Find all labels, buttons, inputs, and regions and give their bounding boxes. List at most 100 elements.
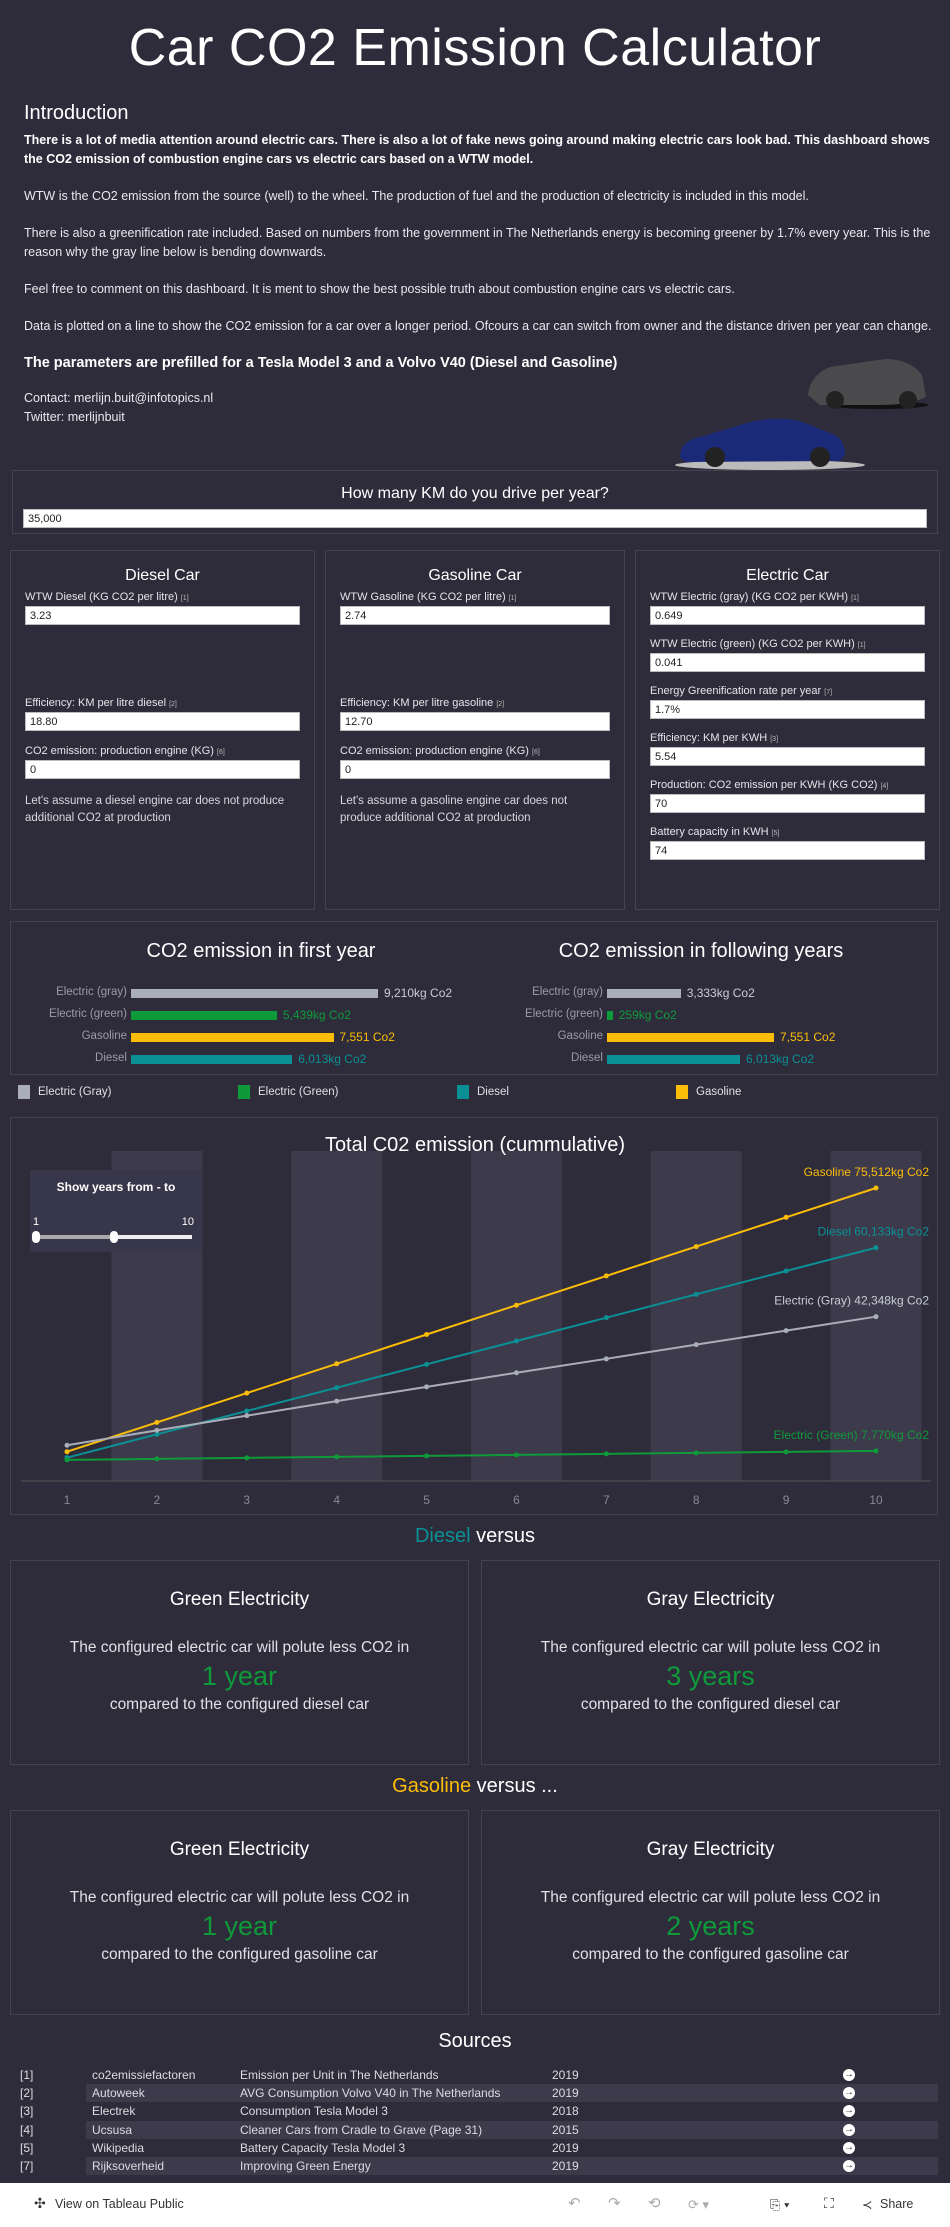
data-point[interactable] bbox=[64, 1449, 70, 1455]
undo-icon[interactable]: ↶ bbox=[568, 2195, 581, 2212]
redo-icon[interactable]: ↷ bbox=[608, 2195, 621, 2212]
data-point[interactable] bbox=[154, 1456, 160, 1462]
wtw-diesel-input[interactable]: 3.23 bbox=[25, 606, 300, 625]
data-point[interactable] bbox=[783, 1214, 789, 1220]
data-point[interactable] bbox=[334, 1398, 340, 1404]
data-point[interactable] bbox=[693, 1342, 699, 1348]
arrow-right-icon[interactable]: → bbox=[843, 2069, 855, 2081]
data-point[interactable] bbox=[154, 1419, 160, 1425]
data-point[interactable] bbox=[693, 1291, 699, 1297]
share-button[interactable]: Share bbox=[880, 2197, 914, 2211]
data-point[interactable] bbox=[603, 1356, 609, 1362]
production-diesel-input[interactable]: 0 bbox=[25, 760, 300, 779]
data-point[interactable] bbox=[873, 1185, 879, 1191]
slider-handle-from[interactable] bbox=[32, 1231, 40, 1243]
download-icon[interactable]: ⎘ ▾ bbox=[770, 2197, 790, 2212]
km-input[interactable]: 35,000 bbox=[23, 509, 927, 528]
source-row[interactable]: [4] Ucsusa Cleaner Cars from Cradle to Gra… bbox=[14, 2120, 938, 2139]
data-point[interactable] bbox=[64, 1457, 70, 1463]
electric-field-input[interactable]: 70 bbox=[650, 794, 925, 813]
data-point[interactable] bbox=[424, 1332, 430, 1337]
field-label: Energy Greenification rate per year [7] bbox=[650, 685, 833, 697]
slider-handle-to[interactable] bbox=[110, 1231, 118, 1243]
data-point[interactable] bbox=[154, 1431, 160, 1437]
cumulative-chart-panel: Total C02 emission (cummulative) 1 2 3 4 5 6 7 8… bbox=[10, 1117, 938, 1515]
source-row[interactable]: [5] Wikipedia Battery Capacity Tesla Model… bbox=[14, 2139, 938, 2157]
legend-gasoline[interactable]: Gasoline bbox=[676, 1085, 741, 1099]
bar[interactable] bbox=[607, 1033, 774, 1042]
data-point[interactable] bbox=[873, 1448, 879, 1454]
share-icon[interactable]: ≺ bbox=[862, 2198, 873, 2212]
data-point[interactable] bbox=[603, 1273, 609, 1279]
data-point[interactable] bbox=[693, 1244, 699, 1250]
series-line-electric-green-[interactable] bbox=[66, 1449, 877, 1461]
data-point[interactable] bbox=[603, 1451, 609, 1457]
legend-diesel[interactable]: Diesel bbox=[457, 1085, 509, 1099]
data-point[interactable] bbox=[513, 1370, 519, 1376]
source-ref: [3] bbox=[20, 2104, 34, 2119]
series-line-electric-gray-[interactable] bbox=[66, 1315, 877, 1447]
band bbox=[291, 1151, 383, 1481]
years-slider[interactable]: Show years from - to 1 10 bbox=[30, 1170, 202, 1252]
production-gasoline-input[interactable]: 0 bbox=[340, 760, 610, 779]
data-point[interactable] bbox=[64, 1442, 70, 1448]
data-point[interactable] bbox=[513, 1302, 519, 1308]
arrow-right-icon[interactable]: → bbox=[843, 2087, 855, 2100]
data-point[interactable] bbox=[244, 1455, 250, 1461]
legend-electric-green[interactable]: Electric (Green) bbox=[238, 1085, 339, 1099]
arrow-right-icon[interactable]: → bbox=[843, 2159, 855, 2172]
diesel-car-panel: Diesel Car WTW Diesel (KG CO2 per litre)… bbox=[10, 550, 315, 910]
arrow-right-icon[interactable]: → bbox=[843, 2141, 855, 2154]
electric-field-input[interactable]: 5.54 bbox=[650, 747, 925, 766]
wtw-gasoline-input[interactable]: 2.74 bbox=[340, 606, 610, 625]
data-point[interactable] bbox=[873, 1245, 879, 1251]
card-years: 2 years bbox=[666, 1911, 755, 1941]
source-row[interactable]: [3] Electrek Consumption Tesla Model 3 2018… bbox=[14, 2102, 938, 2120]
bar[interactable] bbox=[607, 1055, 740, 1064]
data-point[interactable] bbox=[424, 1361, 430, 1367]
legend-electric-gray[interactable]: Electric (Gray) bbox=[18, 1085, 111, 1099]
electric-field-input[interactable]: 0.041 bbox=[650, 653, 925, 672]
fullscreen-icon[interactable]: ⛶ bbox=[824, 2195, 834, 2211]
efficiency-diesel-input[interactable]: 18.80 bbox=[25, 712, 300, 731]
bar[interactable] bbox=[131, 1055, 293, 1064]
arrow-right-icon[interactable]: → bbox=[843, 2123, 855, 2136]
bar[interactable] bbox=[131, 1011, 277, 1020]
data-point[interactable] bbox=[783, 1268, 789, 1274]
intro-p3: There is also a greenification rate incl… bbox=[24, 226, 931, 259]
data-point[interactable] bbox=[783, 1449, 789, 1455]
view-on-tableau-link[interactable]: View on Tableau Public bbox=[55, 2197, 184, 2211]
bar[interactable] bbox=[131, 1033, 334, 1042]
data-point[interactable] bbox=[783, 1328, 789, 1334]
arrow-right-icon[interactable]: → bbox=[843, 2105, 855, 2118]
bar[interactable] bbox=[607, 989, 681, 998]
data-point[interactable] bbox=[334, 1361, 340, 1367]
source-row[interactable]: [7] Rijksoverheid Improving Green Energy 20… bbox=[14, 2156, 938, 2176]
data-point[interactable] bbox=[334, 1454, 340, 1460]
electric-field-input[interactable]: 1.7% bbox=[650, 700, 925, 719]
data-point[interactable] bbox=[424, 1453, 430, 1459]
series-line-gasoline[interactable] bbox=[66, 1187, 877, 1453]
field-label: WTW Electric (green) (KG CO2 per KWH) [1… bbox=[650, 638, 866, 650]
refresh-icon[interactable]: ⟳ ▾ bbox=[688, 2197, 710, 2212]
electric-field-input[interactable]: 74 bbox=[650, 841, 925, 860]
revert-icon[interactable]: ⟲ bbox=[648, 2195, 661, 2212]
source-row[interactable]: [2] Autoweek AVG Consumption Volvo V40 in … bbox=[14, 2084, 938, 2103]
bar[interactable] bbox=[607, 1011, 613, 1020]
data-point[interactable] bbox=[693, 1450, 699, 1456]
source-row[interactable]: [1] co2emissiefactoren Emission per Unit i… bbox=[14, 2066, 938, 2084]
data-point[interactable] bbox=[244, 1413, 250, 1419]
electric-field-input[interactable]: 0.649 bbox=[650, 606, 925, 625]
data-point[interactable] bbox=[873, 1314, 879, 1320]
x-tick-label: 3 bbox=[243, 1493, 250, 1507]
data-point[interactable] bbox=[244, 1390, 250, 1396]
data-point[interactable] bbox=[334, 1385, 340, 1391]
data-point[interactable] bbox=[154, 1427, 160, 1433]
bar[interactable] bbox=[131, 989, 378, 998]
data-point[interactable] bbox=[513, 1452, 519, 1458]
data-point[interactable] bbox=[603, 1315, 609, 1321]
data-point[interactable] bbox=[244, 1408, 250, 1414]
data-point[interactable] bbox=[424, 1384, 430, 1390]
efficiency-gasoline-input[interactable]: 12.70 bbox=[340, 712, 610, 731]
data-point[interactable] bbox=[513, 1338, 519, 1344]
